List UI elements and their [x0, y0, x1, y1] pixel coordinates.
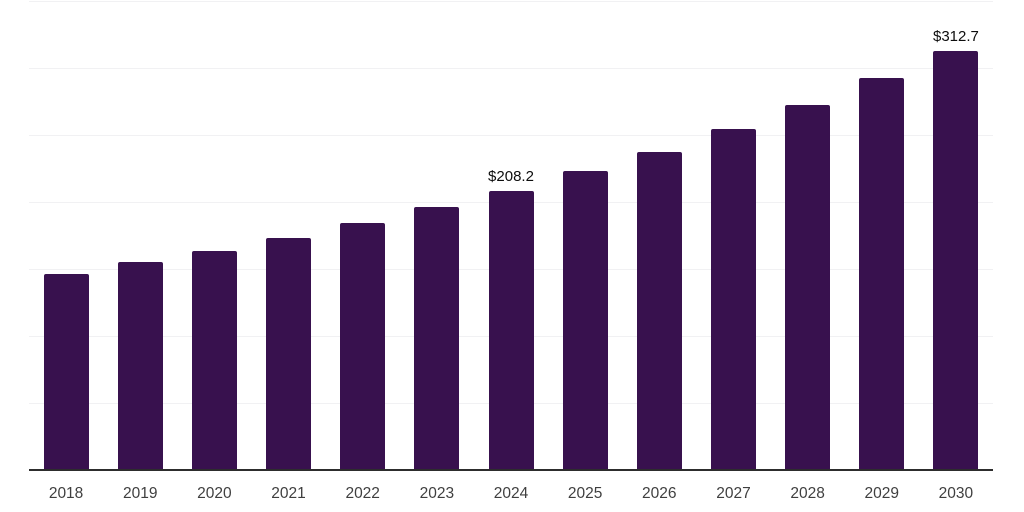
x-tick-2029: 2029 — [864, 485, 900, 502]
x-tick-2028: 2028 — [790, 485, 825, 502]
bar-2019 — [117, 262, 163, 470]
x-tick-2023: 2023 — [419, 485, 455, 502]
x-tick-2027: 2027 — [716, 485, 751, 502]
gridline-250 — [29, 135, 993, 136]
x-tick-2022: 2022 — [345, 485, 380, 502]
bar-2025 — [562, 171, 608, 470]
bar-2021 — [266, 237, 312, 470]
x-tick-2018: 2018 — [48, 485, 84, 502]
gridline-350 — [29, 1, 993, 2]
x-tick-2025: 2025 — [567, 485, 603, 502]
value-label-2024: $208.2 — [488, 168, 534, 185]
x-tick-2019: 2019 — [122, 485, 158, 502]
bar-2022 — [340, 223, 386, 470]
x-tick-2030: 2030 — [938, 485, 974, 502]
bar-2023 — [414, 207, 460, 470]
bar-2028 — [785, 104, 831, 470]
x-axis-line — [29, 469, 993, 471]
x-tick-2021: 2021 — [271, 485, 306, 502]
bar-2018 — [43, 273, 89, 470]
value-label-2030: $312.7 — [932, 27, 979, 45]
bar-2027 — [710, 128, 756, 470]
bar-2020 — [191, 251, 237, 470]
bar-2026 — [636, 152, 682, 470]
bar-2029 — [859, 78, 905, 470]
x-tick-2026: 2026 — [642, 485, 677, 502]
x-tick-2024: 2024 — [493, 485, 529, 502]
plot-area: 2018 2019 2020 2021 2022 2023 $208.2 2024 2025 20… — [29, 0, 993, 512]
gridline-300 — [29, 68, 993, 69]
x-tick-2020: 2020 — [197, 485, 232, 502]
bar-2030 — [933, 50, 979, 470]
bar-2024 — [488, 191, 534, 470]
